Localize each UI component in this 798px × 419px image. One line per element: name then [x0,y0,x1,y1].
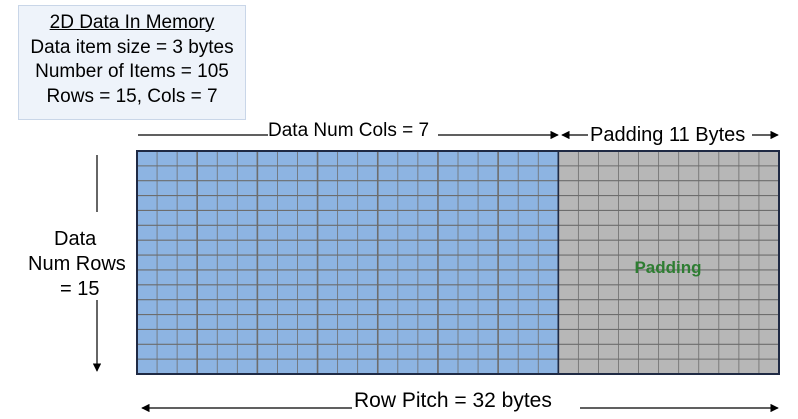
info-title: 2D Data In Memory [49,12,215,33]
num-rows-label-3: = 15 [60,278,100,300]
info-box: 2D Data In Memory Data item size = 3 byt… [18,5,246,120]
num-rows-label-1: Data [54,228,97,250]
data-region [137,151,559,374]
data-cols-label: Data Num Cols = 7 [268,120,430,141]
info-rows-cols: Rows = 15, Cols = 7 [46,85,218,107]
info-item-size: Data item size = 3 bytes [30,36,234,58]
padding-bytes-label: Padding 11 Bytes [590,124,746,146]
padding-region-label: Padding [634,258,701,277]
info-item-count: Number of Items = 105 [35,61,229,82]
grid-outline [136,150,780,375]
memory-grid [136,150,780,375]
padding-region [558,151,779,374]
num-rows-label-2: Num Rows [28,253,126,275]
row-pitch-label: Row Pitch = 32 bytes [354,389,552,412]
